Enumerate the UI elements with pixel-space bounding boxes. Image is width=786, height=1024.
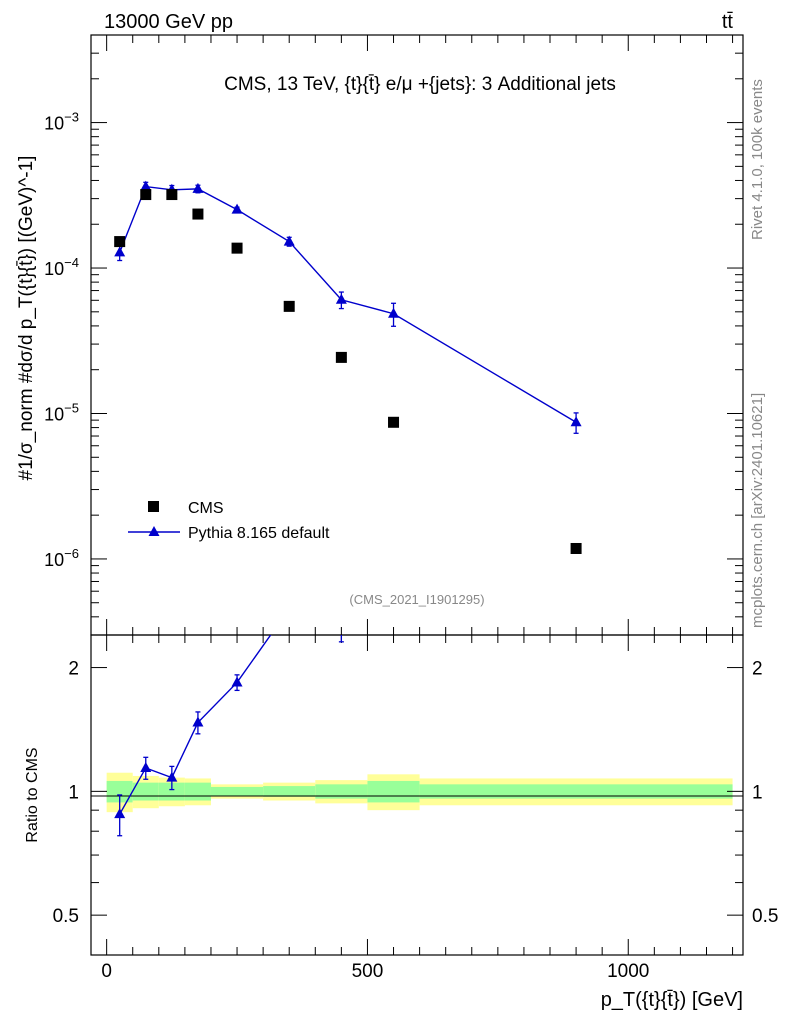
main-axis-ticks <box>91 34 743 636</box>
x-tick-labels: 0 500 1000 <box>101 961 649 982</box>
cms-point <box>388 416 400 428</box>
pythia-ratio-point <box>192 716 204 727</box>
pythia-ratio-line <box>119 635 272 815</box>
pythia-point <box>335 293 347 304</box>
pythia-point <box>114 246 126 257</box>
band-inner <box>315 784 368 799</box>
band-inner <box>419 784 733 799</box>
chart-title: CMS, 13 TeV, {t}{t̄} e/μ +{jets}: 3 Addi… <box>224 74 616 95</box>
ratio-y-tick-label-left: 2 <box>68 659 79 680</box>
pythia-ratio-point <box>388 478 399 488</box>
x-tick-label: 1000 <box>607 961 649 982</box>
pythia-ratio-point <box>140 761 152 772</box>
main-panel: 10−6 10−5 10−4 10−3 CMS, 13 TeV, {t}{t̄} e/… <box>44 34 744 636</box>
ratio-y-tick-label-left: 1 <box>68 782 79 803</box>
x-tick-label: 500 <box>352 961 384 982</box>
main-y-tick-label: 10−6 <box>44 546 79 570</box>
band-inner <box>263 786 316 797</box>
pythia-ratio-point <box>114 808 126 819</box>
cms-uncertainty-bands <box>106 772 733 813</box>
ratio-y-axis-label: Ratio to CMS <box>24 747 41 842</box>
main-y-tick-label: 10−3 <box>44 110 79 134</box>
cms-point <box>192 208 204 220</box>
ratio-frame <box>90 634 744 956</box>
pythia-ratio-series <box>114 478 399 837</box>
band-inner <box>106 780 133 803</box>
band-inner <box>210 786 264 796</box>
legend: CMS Pythia 8.165 default <box>128 500 330 542</box>
pythia-point <box>570 416 582 427</box>
ratio-y-tick-label-right: 0.5 <box>752 906 778 927</box>
pythia-point <box>231 203 243 214</box>
cms-point <box>140 189 152 201</box>
legend-label-pythia: Pythia 8.165 default <box>188 525 330 542</box>
x-tick-label: 0 <box>101 961 112 982</box>
cms-point <box>283 300 295 312</box>
ratio-axis-ticks <box>91 635 743 956</box>
cms-point <box>114 236 126 248</box>
band-inner <box>184 782 211 801</box>
ratio-y-tick-label-left: 0.5 <box>53 906 79 927</box>
x-axis-label: p_T({t}{t̄}) [GeV] <box>601 989 743 1011</box>
ratio-y-tick-label-right: 2 <box>752 659 763 680</box>
main-y-axis-label-text: #1/σ_norm #dσ/d p_T({t}{t̄}) [(GeV)^-1] <box>16 156 37 481</box>
header-process: 13000 GeV pp <box>104 11 233 33</box>
pythia-point <box>140 180 152 191</box>
legend-label-cms: CMS <box>188 500 224 517</box>
main-y-tick-label: 10−5 <box>44 400 79 424</box>
pythia-point <box>283 235 295 246</box>
pythia-series <box>114 180 582 434</box>
band-inner <box>367 780 420 803</box>
ratio-panel: 0.5 0.5 1 1 2 2 <box>53 478 779 956</box>
pythia-ratio-point <box>231 676 243 687</box>
main-y-tick-label: 10−4 <box>44 255 79 279</box>
cms-point <box>335 351 347 363</box>
pythia-point <box>192 182 204 193</box>
header-final-state: tt̄ <box>722 11 734 33</box>
legend-marker-pythia <box>148 526 160 536</box>
ratio-y-tick-label-right: 1 <box>752 782 763 803</box>
main-frame <box>90 34 744 636</box>
pythia-ratio-point <box>284 603 295 613</box>
pythia-point <box>388 307 400 318</box>
ratio-y-tick-labels: 0.5 0.5 1 1 2 2 <box>53 659 779 928</box>
pythia-line <box>119 185 577 423</box>
legend-marker-cms <box>148 501 159 512</box>
cms-series <box>114 189 582 554</box>
cms-point <box>166 189 178 201</box>
rivet-version-label: Rivet 4.1.0, 100k events <box>749 79 766 240</box>
pythia-ratio-point <box>166 771 178 782</box>
cms-point <box>570 542 582 554</box>
analysis-watermark: (CMS_2021_I1901295) <box>349 592 484 607</box>
main-y-tick-labels: 10−6 10−5 10−4 10−3 <box>44 110 79 570</box>
cms-point <box>231 242 243 254</box>
mcplots-reference-label: mcplots.cern.ch [arXiv:2401.10621] <box>749 393 766 628</box>
main-y-axis-label: #1/σ_norm #dσ/d p_T({t}{t̄}) [(GeV)^-1] <box>16 156 37 481</box>
